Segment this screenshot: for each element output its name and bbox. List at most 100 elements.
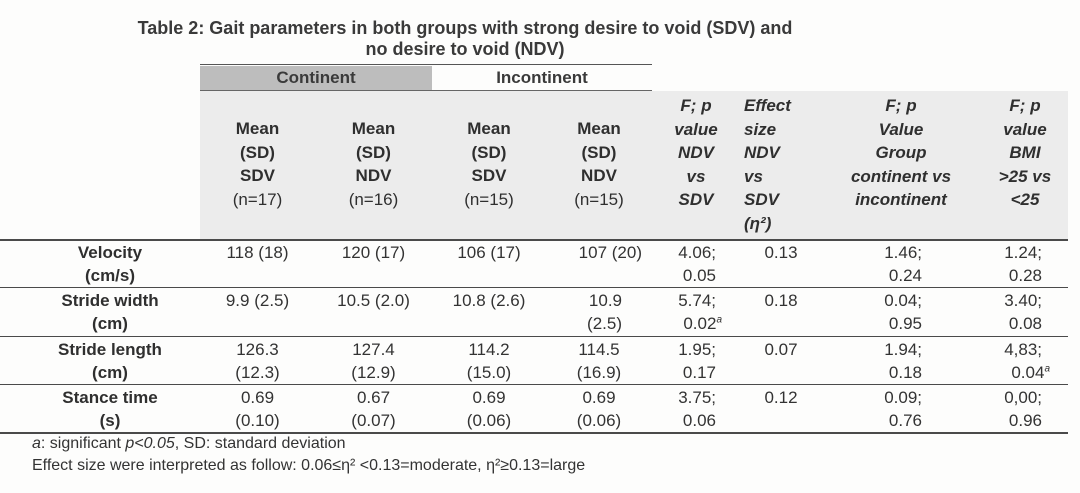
cell-line: 107 (20) (578, 243, 642, 262)
table-title-line1: Table 2: Gait parameters in both groups … (137, 18, 793, 38)
group-header-incontinent: Incontinent (496, 68, 588, 87)
col-header-line: size (744, 119, 777, 139)
group-divider (200, 90, 652, 91)
cell-line: 1.95; (678, 340, 716, 359)
table-cell: 0.69 (0.06) (546, 386, 652, 432)
cell-line: 0.12 (764, 388, 798, 407)
table-cell: 0.07 (744, 338, 818, 361)
col-header-cont-sdv: Mean (SD) SDV (n=17) (200, 117, 315, 211)
cell-line: 114.5 (578, 340, 620, 359)
cell-line: 0.18 (764, 291, 798, 310)
row-label-stance-time: Stance time (s) (20, 386, 200, 432)
col-header-line: F; p (885, 96, 917, 115)
cell-line: 0.07 (764, 340, 798, 359)
table-cell: 127.4 (12.9) (315, 338, 432, 384)
title-divider (200, 64, 652, 65)
cell-value: 5.74; (678, 291, 716, 310)
col-header-line: Mean (351, 119, 396, 138)
col-header-line: NDV (355, 166, 392, 185)
cell-line: (0.10) (235, 411, 280, 430)
row-label-line: (s) (99, 411, 121, 430)
table-cell: 0.69 (0.10) (200, 386, 315, 432)
row-label-line: Stance time (62, 388, 158, 407)
col-header-line: SDV (240, 166, 275, 185)
col-header-line: vs (686, 166, 706, 186)
table-cell: 1.46; 0.24 (826, 241, 922, 287)
col-header-f-group: F; p Value Group continent vs incontinen… (826, 94, 976, 212)
table-cell: 0.69 (0.06) (432, 386, 546, 432)
row-label-velocity: Velocity (cm/s) (20, 241, 200, 287)
col-header-line: SDV (678, 190, 714, 209)
significance-marker: a (1044, 363, 1050, 375)
cell-line: 9.9 (2.5) (225, 291, 290, 310)
row-divider (0, 239, 1068, 241)
footnote-significance: a: significant p<0.05, SD: standard devi… (32, 434, 346, 454)
cell-line: 10.9 (588, 291, 622, 310)
table-cell: 4.06; 0.05 (652, 241, 716, 287)
table-cell: 0.04; 0.95 (826, 289, 922, 335)
col-header-line: (n=15) (464, 189, 514, 209)
cell-line: 10.5 (2.0) (337, 291, 410, 310)
table-cell: 126.3 (12.3) (200, 338, 315, 384)
col-header-line: (SD) (471, 142, 507, 162)
cell-line: 0.05 (682, 266, 716, 285)
column-header-band (200, 91, 1068, 239)
cell-line: 1.94; (884, 340, 922, 359)
table-title-line2: no desire to void (NDV) (365, 39, 565, 59)
table-cell: 106 (17) (432, 241, 546, 264)
table-cell: 9.9 (2.5) (200, 289, 315, 312)
col-header-line: (η²) (744, 213, 772, 233)
cell-line: 0.02a (652, 312, 722, 335)
col-header-line: (SD) (240, 142, 275, 162)
col-header-line: NDV (744, 143, 780, 162)
cell-line: 0,00; (1004, 388, 1042, 407)
footnote-text: : significant (40, 435, 126, 452)
table-cell: 0.13 (744, 241, 818, 264)
cell-line: (0.07) (351, 411, 396, 430)
cell-line: 1.46; (884, 243, 922, 262)
cell-line: 0.24 (888, 266, 922, 285)
cell-line: (12.3) (235, 363, 280, 382)
col-header-line: (SD) (581, 142, 617, 162)
footnote-marker: a (32, 435, 41, 452)
significance-marker: a (716, 314, 722, 326)
col-header-line: Effect (744, 96, 791, 115)
cell-line: (12.9) (351, 363, 396, 382)
table-cell: 10.5 (2.0) (315, 289, 432, 312)
table-cell: 4,83; 0.04a (982, 338, 1050, 384)
col-header-line: NDV (581, 166, 617, 185)
col-header-line: (n=16) (348, 189, 399, 209)
cell-line: 0.04; (884, 291, 922, 310)
col-header-line: (SD) (356, 142, 391, 162)
table-cell: 1.24; 0.28 (982, 241, 1042, 287)
col-header-line: Value (878, 119, 924, 139)
col-header-effect-size: Effect size NDV vs SDV (η²) (744, 94, 814, 235)
col-header-f-ndv-sdv: F; p value NDV vs SDV (652, 94, 740, 212)
cell-line: 0.69 (582, 388, 616, 407)
cell-line: 0.69 (240, 388, 275, 407)
cell-line: 120 (17) (341, 243, 406, 262)
cell-line: 127.4 (352, 340, 395, 359)
cell-line: 4,83; (982, 338, 1050, 361)
cell-line: 0.08 (1008, 314, 1042, 333)
col-header-line: value (1003, 119, 1047, 139)
group-header-continent: Continent (200, 66, 432, 90)
col-header-line: value (674, 119, 718, 139)
table-cell: 114.2 (15.0) (432, 338, 546, 384)
row-divider (0, 336, 1068, 337)
cell-line: 0.18 (888, 363, 922, 382)
cell-line: (0.06) (576, 411, 622, 430)
cell-line: 5.74; (652, 289, 722, 312)
table-cell: 114.5 (16.9) (546, 338, 652, 384)
table-cell: 0.09; 0.76 (826, 386, 922, 432)
row-divider (0, 287, 1068, 288)
table-cell: 120 (17) (315, 241, 432, 264)
col-header-line: (n=15) (574, 189, 624, 209)
cell-line: 1.24; (1004, 243, 1042, 262)
row-divider (0, 384, 1068, 385)
table-cell: 0.18 (744, 289, 818, 312)
cell-value: 4,83; (1004, 340, 1042, 359)
cell-line: 0.95 (888, 314, 922, 333)
row-label-line: (cm) (92, 363, 128, 382)
row-label-line: (cm/s) (84, 266, 136, 285)
